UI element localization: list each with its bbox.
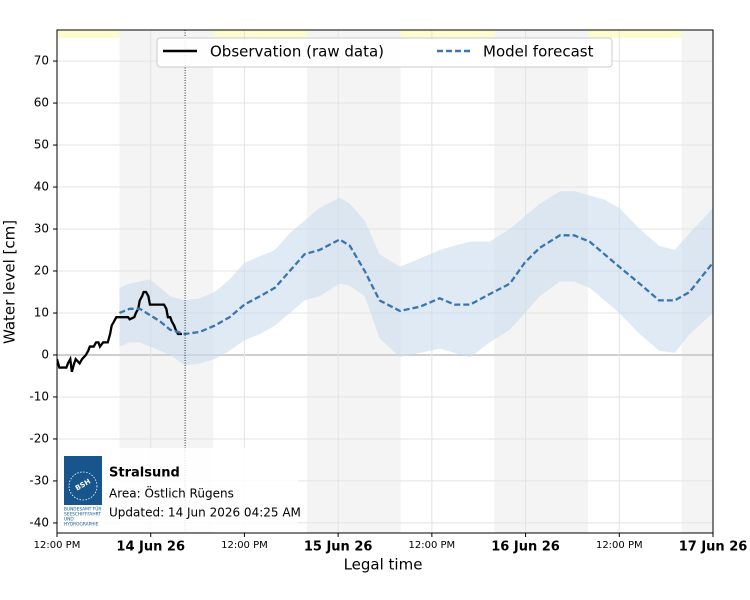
- logo-text: BUNDESAMT FÜR: [64, 506, 101, 513]
- legend-label: Observation (raw data): [210, 43, 384, 61]
- y-tick-label: -30: [29, 473, 49, 487]
- x-tick-label: 14 Jun 26: [116, 540, 185, 555]
- y-axis-label: Water level [cm]: [1, 220, 19, 344]
- y-tick-label: 40: [34, 180, 49, 194]
- station-name: Stralsund: [109, 466, 180, 481]
- logo-text: UND: [64, 517, 74, 523]
- plot-marks: [57, 30, 713, 533]
- x-tick-label: 12:00 PM: [409, 540, 456, 551]
- y-tick-label: 30: [34, 222, 49, 236]
- y-tick-label: 60: [34, 96, 49, 110]
- legend-label: Model forecast: [483, 43, 594, 61]
- logo-ring: [68, 471, 98, 501]
- x-tick-label: 17 Jun 26: [679, 540, 748, 555]
- observation-line: [57, 290, 182, 373]
- logo-text: SEESCHIFFFAHRT: [64, 512, 101, 518]
- x-axis-label: Legal time: [344, 556, 423, 574]
- y-tick-label: 20: [34, 264, 49, 278]
- legend: Observation (raw data) Model forecast: [156, 37, 613, 68]
- x-tick-label: 15 Jun 26: [304, 540, 373, 555]
- station-inset: BSH BUNDESAMT FÜR SEESCHIFFFAHRT UND HYD…: [58, 448, 301, 532]
- legend-box: [156, 37, 613, 68]
- plot-frame: [56, 29, 714, 534]
- x-tick-label: 12:00 PM: [34, 540, 81, 551]
- updated-time: Updated: 14 Jun 2026 04:25 AM: [109, 506, 301, 520]
- logo-text: HYDROGRAPHIE: [64, 522, 99, 528]
- y-tick-label: -40: [29, 515, 49, 529]
- x-tick-label: 16 Jun 26: [491, 540, 560, 555]
- x-tick-label: 12:00 PM: [596, 540, 643, 551]
- x-tick-label: 12:00 PM: [221, 540, 268, 551]
- forecast-line: [119, 234, 713, 336]
- station-area: Area: Östlich Rügens: [109, 485, 234, 501]
- y-tick-label: -20: [29, 431, 49, 445]
- y-tick-label: -10: [29, 389, 49, 403]
- y-tick-label: 70: [34, 54, 49, 68]
- y-tick-label: 10: [34, 305, 49, 319]
- y-tick-label: 50: [34, 138, 49, 152]
- y-tick-label: 0: [41, 347, 49, 361]
